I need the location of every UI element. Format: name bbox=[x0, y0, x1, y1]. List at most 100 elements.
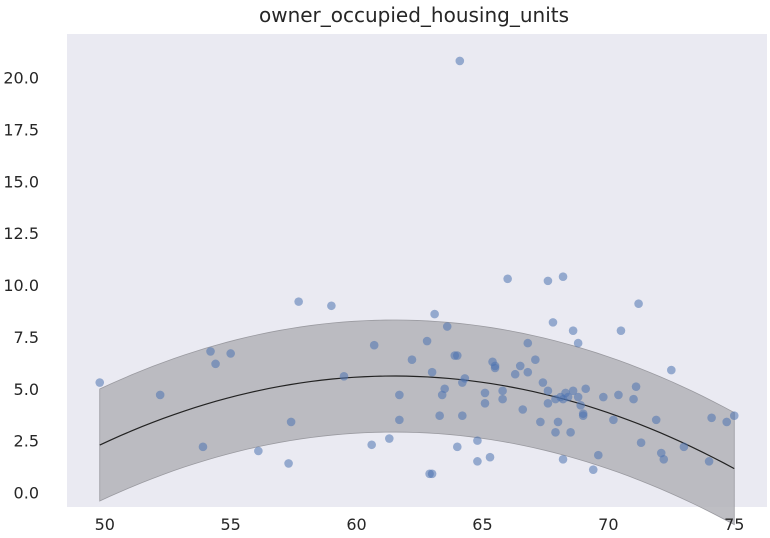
confidence-band bbox=[99, 319, 735, 526]
data-point bbox=[581, 384, 591, 394]
data-point bbox=[573, 392, 583, 402]
data-point bbox=[538, 378, 548, 387]
x-tick-label: 50 bbox=[95, 515, 115, 534]
data-point bbox=[367, 440, 376, 450]
data-point bbox=[473, 436, 482, 445]
data-point bbox=[442, 322, 452, 331]
y-tick-label: 17.5 bbox=[3, 120, 39, 139]
data-point bbox=[679, 442, 689, 452]
data-point bbox=[206, 347, 215, 356]
x-axis-ticks: 50 55 60 65 70 75 bbox=[95, 515, 745, 534]
data-point bbox=[498, 386, 507, 396]
data-point bbox=[629, 394, 638, 404]
data-point bbox=[523, 338, 533, 348]
data-point bbox=[395, 415, 404, 425]
data-point bbox=[458, 411, 467, 421]
data-point bbox=[558, 454, 568, 464]
data-point bbox=[722, 417, 732, 427]
data-point bbox=[369, 340, 379, 350]
data-point bbox=[523, 367, 533, 377]
data-point bbox=[551, 428, 560, 437]
x-tick-label: 60 bbox=[346, 515, 366, 534]
data-point bbox=[490, 363, 500, 373]
y-tick-label: 20.0 bbox=[3, 69, 39, 88]
data-point bbox=[284, 459, 293, 468]
data-point bbox=[634, 299, 643, 308]
data-point bbox=[566, 428, 575, 437]
y-tick-label: 5.0 bbox=[14, 380, 39, 399]
data-point bbox=[422, 336, 432, 346]
data-point bbox=[485, 452, 495, 462]
data-point bbox=[553, 417, 563, 427]
data-point bbox=[452, 442, 462, 452]
data-point bbox=[593, 450, 603, 460]
data-point bbox=[543, 386, 553, 396]
fit-line bbox=[99, 375, 735, 470]
data-point bbox=[480, 398, 490, 408]
data-point bbox=[498, 394, 507, 404]
data-point bbox=[573, 338, 583, 348]
data-point bbox=[707, 413, 716, 423]
data-point bbox=[704, 457, 714, 466]
data-point bbox=[254, 446, 263, 456]
y-tick-label: 0.0 bbox=[14, 483, 39, 502]
chart-title: owner_occupied_housing_units bbox=[259, 3, 569, 27]
data-point bbox=[599, 392, 608, 402]
data-point bbox=[531, 355, 540, 365]
data-point bbox=[452, 351, 462, 360]
y-tick-label: 12.5 bbox=[3, 224, 39, 243]
data-point bbox=[339, 372, 349, 381]
data-point bbox=[503, 274, 512, 284]
data-point bbox=[327, 301, 336, 311]
data-point bbox=[435, 411, 444, 421]
data-point bbox=[568, 326, 578, 335]
data-point bbox=[155, 390, 165, 400]
data-point bbox=[294, 297, 303, 306]
y-tick-label: 10.0 bbox=[3, 276, 39, 295]
data-point bbox=[440, 384, 449, 394]
data-point bbox=[427, 469, 437, 479]
data-point bbox=[568, 386, 578, 396]
data-point bbox=[515, 361, 525, 371]
fit-line-layer bbox=[99, 375, 735, 470]
data-point bbox=[636, 438, 646, 447]
confidence-band-layer bbox=[99, 319, 735, 526]
data-point bbox=[455, 56, 465, 66]
data-point bbox=[427, 367, 437, 377]
points-layer bbox=[95, 56, 739, 479]
data-point bbox=[395, 390, 404, 400]
data-point bbox=[576, 401, 585, 410]
y-tick-label: 7.5 bbox=[14, 328, 39, 347]
data-point bbox=[536, 417, 545, 427]
data-point bbox=[651, 415, 661, 425]
data-point bbox=[430, 309, 439, 319]
data-point bbox=[286, 417, 296, 427]
x-tick-label: 75 bbox=[724, 515, 744, 534]
data-point bbox=[510, 369, 520, 379]
y-tick-label: 15.0 bbox=[3, 172, 39, 191]
data-point bbox=[543, 398, 553, 408]
data-point bbox=[473, 457, 482, 466]
y-tick-label: 2.5 bbox=[14, 432, 39, 451]
y-axis-ticks: 0.0 2.5 5.0 7.5 10.0 12.5 15.0 17.5 20.0 bbox=[3, 69, 39, 503]
data-point bbox=[95, 378, 105, 387]
data-point bbox=[614, 390, 623, 400]
data-point bbox=[407, 355, 417, 365]
data-point bbox=[729, 411, 739, 421]
x-tick-label: 65 bbox=[472, 515, 492, 534]
data-point bbox=[518, 405, 528, 414]
data-point bbox=[631, 382, 641, 391]
data-point bbox=[385, 434, 394, 443]
data-point bbox=[616, 326, 626, 335]
x-tick-label: 70 bbox=[598, 515, 618, 534]
data-point bbox=[558, 272, 568, 282]
data-point bbox=[588, 465, 598, 474]
data-point bbox=[578, 411, 588, 421]
data-point bbox=[211, 359, 220, 369]
data-point bbox=[198, 442, 208, 452]
data-point bbox=[548, 318, 558, 327]
data-point bbox=[480, 388, 490, 398]
data-point bbox=[543, 276, 553, 286]
data-point bbox=[226, 349, 235, 358]
